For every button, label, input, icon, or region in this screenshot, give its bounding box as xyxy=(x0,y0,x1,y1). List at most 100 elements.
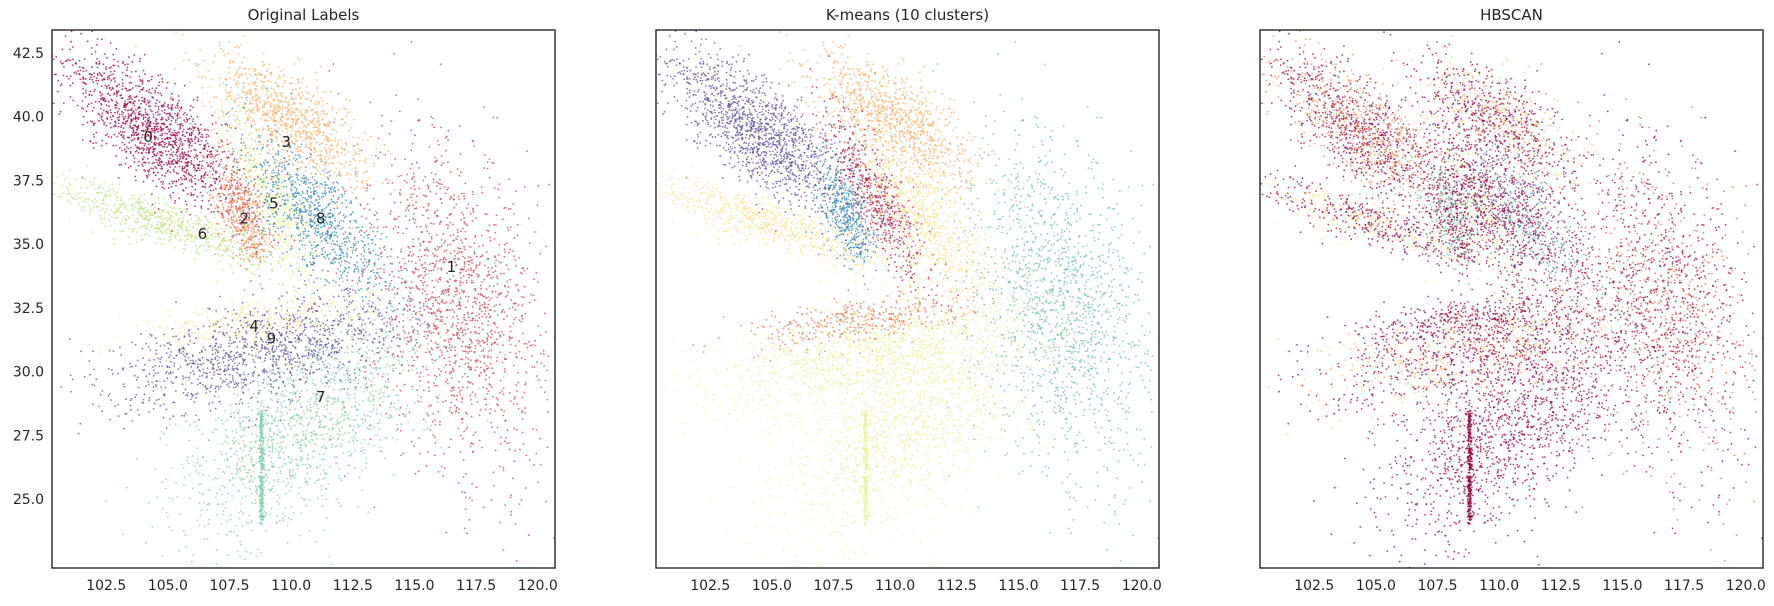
scatter-point xyxy=(313,130,316,133)
scatter-point xyxy=(392,370,395,372)
scatter-point xyxy=(295,148,297,151)
scatter-point xyxy=(203,172,206,175)
scatter-point xyxy=(268,308,271,311)
scatter-point xyxy=(454,411,457,413)
scatter-point xyxy=(304,124,307,127)
scatter-point xyxy=(404,215,407,218)
scatter-point xyxy=(224,185,227,188)
scatter-point xyxy=(300,166,302,169)
scatter-point xyxy=(276,173,279,176)
scatter-point xyxy=(253,327,256,329)
scatter-point xyxy=(456,289,459,291)
scatter-point xyxy=(155,118,158,120)
scatter-point xyxy=(443,302,446,305)
scatter-point xyxy=(225,196,228,199)
scatter-point xyxy=(290,106,292,109)
scatter-point xyxy=(89,140,92,143)
scatter-point xyxy=(153,131,156,134)
scatter-point xyxy=(434,299,437,302)
scatter-point xyxy=(167,105,169,108)
scatter-point xyxy=(502,344,504,347)
scatter-point xyxy=(441,320,444,323)
scatter-point xyxy=(211,309,213,312)
scatter-point xyxy=(224,201,227,203)
scatter-point xyxy=(264,112,266,114)
scatter-point xyxy=(422,267,424,269)
scatter-point xyxy=(328,137,330,140)
scatter-point xyxy=(469,445,472,448)
scatter-point xyxy=(259,212,261,215)
scatter-point xyxy=(405,343,408,345)
scatter-point xyxy=(496,277,499,280)
scatter-point xyxy=(154,125,157,128)
scatter-point xyxy=(271,114,274,116)
scatter-point xyxy=(165,142,168,145)
scatter-point xyxy=(76,104,79,107)
scatter-point xyxy=(47,65,49,67)
scatter-point xyxy=(412,185,415,188)
scatter-point xyxy=(313,151,316,154)
scatter-point xyxy=(141,165,144,168)
scatter-point xyxy=(185,178,188,181)
scatter-point xyxy=(255,252,257,255)
scatter-point xyxy=(256,97,259,100)
scatter-point xyxy=(416,389,419,392)
scatter-point xyxy=(510,299,513,302)
scatter-point xyxy=(228,97,230,99)
scatter-point xyxy=(483,362,486,365)
scatter-point xyxy=(219,173,222,176)
scatter-point xyxy=(95,142,97,144)
scatter-point xyxy=(72,82,74,85)
scatter-point xyxy=(123,131,126,133)
scatter-point xyxy=(101,93,104,96)
scatter-point xyxy=(318,143,321,146)
scatter-point xyxy=(218,153,221,156)
scatter-point xyxy=(212,321,215,324)
scatter-point xyxy=(376,226,379,229)
scatter-point xyxy=(316,129,319,132)
scatter-point xyxy=(399,266,402,269)
scatter-point xyxy=(452,333,454,336)
scatter-point xyxy=(449,213,451,216)
scatter-point xyxy=(507,290,509,293)
scatter-point xyxy=(513,237,516,240)
scatter-point xyxy=(216,154,219,156)
scatter-point xyxy=(130,113,133,116)
scatter-point xyxy=(225,78,228,81)
scatter-point xyxy=(307,136,310,139)
scatter-point xyxy=(403,337,406,339)
scatter-point xyxy=(468,368,471,371)
scatter-point xyxy=(256,109,258,111)
scatter-point xyxy=(278,121,280,124)
scatter-point xyxy=(422,305,425,308)
scatter-point xyxy=(211,24,213,26)
scatter-point xyxy=(476,273,479,276)
scatter-point xyxy=(482,349,485,352)
scatter-point xyxy=(515,384,518,386)
scatter-point xyxy=(196,313,199,315)
scatter-point xyxy=(424,266,426,269)
scatter-point xyxy=(412,253,415,256)
scatter-point xyxy=(524,487,527,489)
scatter-point xyxy=(312,159,314,162)
scatter-point xyxy=(155,167,158,170)
scatter-point xyxy=(95,61,98,64)
scatter-point xyxy=(188,132,191,135)
scatter-point xyxy=(458,380,460,383)
scatter-point xyxy=(268,138,271,141)
scatter-point xyxy=(218,210,221,213)
scatter-point xyxy=(143,148,146,150)
scatter-point xyxy=(365,157,367,160)
scatter-point xyxy=(571,463,573,465)
scatter-point xyxy=(242,221,245,224)
scatter-point xyxy=(426,230,429,233)
scatter-point xyxy=(317,297,320,300)
scatter-point xyxy=(391,270,393,273)
scatter-point xyxy=(502,308,504,311)
scatter-point xyxy=(232,320,235,323)
scatter-point xyxy=(389,193,392,196)
scatter-point xyxy=(474,330,477,333)
scatter-point xyxy=(154,111,157,114)
scatter-point xyxy=(122,115,124,118)
